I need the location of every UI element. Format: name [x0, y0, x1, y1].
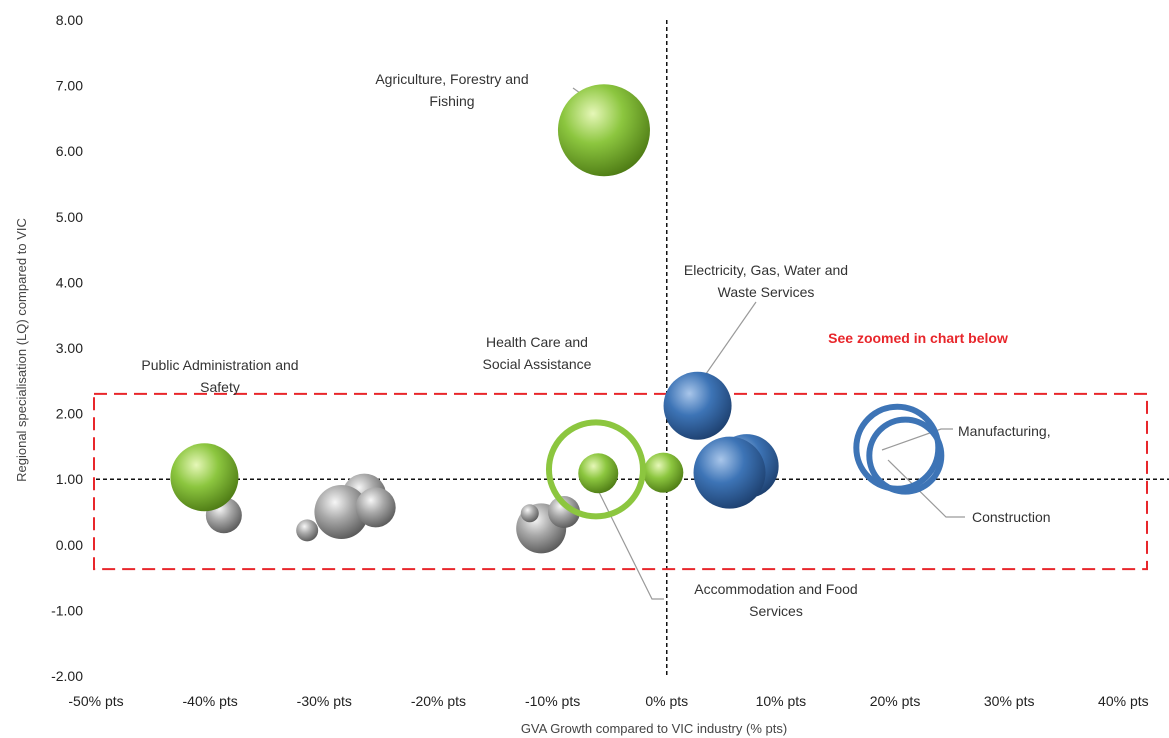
y-tick-label: 5.00 [56, 209, 83, 225]
annotations: Agriculture, Forestry and Fishing Public A… [141, 71, 1050, 619]
x-tick-label: 10% pts [756, 693, 807, 709]
bubble-grey [548, 496, 581, 528]
annotation-label: Accommodation and Food [694, 581, 857, 597]
annotation-label: Services [749, 603, 803, 619]
highlight-box-layer [93, 392, 1148, 571]
bubble-green [578, 453, 619, 494]
bubble-blue [693, 436, 766, 509]
annotation-label: Construction [972, 509, 1051, 525]
bubble-blue-ring [866, 416, 945, 495]
y-tick-label: 4.00 [56, 274, 83, 290]
y-tick-label: 1.00 [56, 471, 83, 487]
annotation-label: Health Care and [486, 334, 588, 350]
x-tick-label: -10% pts [525, 693, 580, 709]
x-tick-label: 30% pts [984, 693, 1035, 709]
bubble-green [557, 84, 650, 177]
x-tick-label: 40% pts [1098, 693, 1149, 709]
y-tick-label: 0.00 [56, 537, 83, 553]
x-tick-label: -30% pts [297, 693, 352, 709]
leader-line [590, 475, 664, 600]
y-tick-label: 6.00 [56, 143, 83, 159]
bubble-green [643, 452, 684, 493]
annotation-label: Electricity, Gas, Water and [684, 262, 848, 278]
bubble-grey [355, 487, 396, 528]
x-tick-label: -50% pts [68, 693, 123, 709]
leader-line [881, 428, 953, 451]
bubble-grey [296, 519, 319, 542]
leader-line [887, 459, 965, 518]
y-tick-label: 2.00 [56, 406, 83, 422]
bubbles [170, 84, 945, 554]
y-tick-label: -1.00 [51, 602, 83, 618]
bubble-grey [520, 504, 539, 523]
y-tick-label: 3.00 [56, 340, 83, 356]
x-tick-label: -20% pts [411, 693, 466, 709]
annotation-label: Waste Services [718, 284, 815, 300]
y-axis-title: Regional specialisation (LQ) compared to… [14, 218, 29, 482]
annotation-label: Fishing [429, 93, 474, 109]
highlight-box [93, 392, 1148, 571]
annotation-label: Social Assistance [483, 356, 592, 372]
bubble-green [170, 443, 239, 512]
bubble-grey [314, 485, 369, 539]
x-tick-label: 0% pts [645, 693, 688, 709]
x-tick-label: -40% pts [183, 693, 238, 709]
y-tick-label: 7.00 [56, 78, 83, 94]
bubble-blue [663, 371, 732, 440]
zoom-note: See zoomed in chart below [828, 330, 1008, 346]
x-axis-ticks: -50% pts -40% pts -30% pts -20% pts -10% pts… [68, 693, 1148, 709]
x-tick-label: 20% pts [870, 693, 921, 709]
annotation-label: Agriculture, Forestry and [375, 71, 528, 87]
annotation-label: Safety [200, 379, 240, 395]
bubble-green-ring [545, 419, 646, 520]
y-tick-label: -2.00 [51, 668, 83, 684]
annotation-label: Public Administration and [141, 357, 298, 373]
x-axis-title: GVA Growth compared to VIC industry (% p… [521, 721, 787, 736]
y-axis-ticks: -2.00 -1.00 0.00 1.00 2.00 3.00 4.00 5.00 6.00 7.… [51, 12, 83, 684]
y-tick-label: 8.00 [56, 12, 83, 28]
annotation-label: Manufacturing, [958, 423, 1051, 439]
reference-lines [96, 20, 1169, 676]
